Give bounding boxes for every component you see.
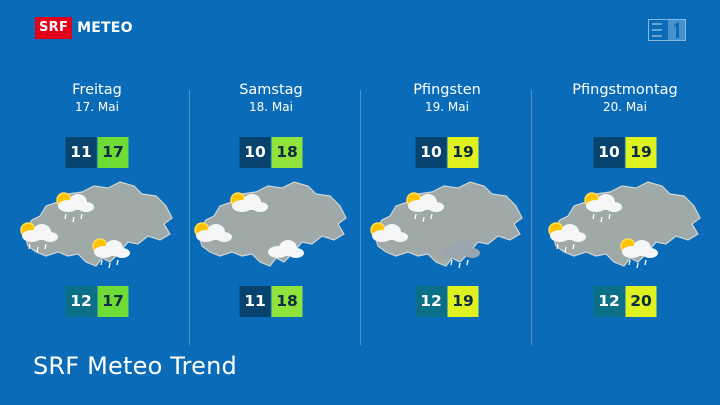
sun-cloud-rain-icon xyxy=(548,222,586,253)
day-name: Freitag xyxy=(72,82,122,98)
forecast-temperatures: 11 17 xyxy=(65,137,129,168)
day-date: 19. Mai xyxy=(425,100,469,114)
min-temperature: 11 xyxy=(239,286,271,317)
forecast-temperatures: 10 19 xyxy=(415,137,479,168)
day-date: 17. Mai xyxy=(75,100,119,114)
forecast-temperatures: 10 18 xyxy=(239,137,303,168)
sun-cloud-rain-icon xyxy=(92,238,130,269)
min-temperature: 10 xyxy=(415,137,447,168)
max-temperature: 18 xyxy=(271,137,303,168)
cloud-icon xyxy=(268,240,304,258)
max-temperature: 18 xyxy=(271,286,303,317)
min-temperature: 12 xyxy=(65,286,97,317)
switzerland-weather-map xyxy=(360,172,534,282)
trend-temperatures: 11 18 xyxy=(239,286,303,317)
day-column-pfingstmontag: Pfingstmontag 20. Mai 10 19 12 20 xyxy=(538,80,712,350)
day-name: Samstag xyxy=(239,82,303,98)
switzerland-weather-map xyxy=(538,172,712,282)
day-date: 20. Mai xyxy=(603,100,647,114)
srf-logo: SRF xyxy=(35,17,73,39)
srf-meteo-logo: SRF METEO xyxy=(35,17,133,39)
page-title: SRF Meteo Trend xyxy=(33,352,237,380)
sun-cloud-rain-icon xyxy=(406,192,444,223)
switzerland-weather-map xyxy=(10,172,184,282)
min-temperature: 12 xyxy=(593,286,625,317)
day-column-saturday: Samstag 18. Mai 10 18 11 18 xyxy=(184,80,358,350)
sun-cloud-rain-icon xyxy=(584,192,622,223)
min-temperature: 10 xyxy=(239,137,271,168)
day-date: 18. Mai xyxy=(249,100,293,114)
max-temperature: 19 xyxy=(447,286,479,317)
trend-temperatures: 12 19 xyxy=(415,286,479,317)
min-temperature: 11 xyxy=(65,137,97,168)
column-divider xyxy=(189,90,190,345)
day-name: Pfingsten xyxy=(413,82,481,98)
sun-cloud-icon xyxy=(230,192,268,212)
sun-cloud-icon xyxy=(370,222,408,242)
sun-cloud-rain-icon xyxy=(56,192,94,223)
max-temperature: 17 xyxy=(97,137,129,168)
forecast-temperatures: 10 19 xyxy=(593,137,657,168)
channel-logo-icon xyxy=(648,19,686,41)
column-divider xyxy=(360,90,361,345)
max-temperature: 20 xyxy=(625,286,657,317)
meteo-logo-text: METEO xyxy=(77,20,133,36)
trend-temperatures: 12 17 xyxy=(65,286,129,317)
day-name: Pfingstmontag xyxy=(572,82,678,98)
switzerland-weather-map xyxy=(184,172,358,282)
cloud-rain-icon xyxy=(444,240,480,269)
day-column-pfingsten: Pfingsten 19. Mai 10 19 12 19 xyxy=(360,80,534,350)
day-column-friday: Freitag 17. Mai 11 17 12 17 xyxy=(10,80,184,350)
sun-cloud-icon xyxy=(194,222,232,242)
max-temperature: 19 xyxy=(447,137,479,168)
max-temperature: 19 xyxy=(625,137,657,168)
min-temperature: 10 xyxy=(593,137,625,168)
column-divider xyxy=(531,90,532,345)
sun-cloud-rain-icon xyxy=(620,238,658,269)
max-temperature: 17 xyxy=(97,286,129,317)
sun-cloud-rain-icon xyxy=(20,222,58,253)
min-temperature: 12 xyxy=(415,286,447,317)
trend-temperatures: 12 20 xyxy=(593,286,657,317)
